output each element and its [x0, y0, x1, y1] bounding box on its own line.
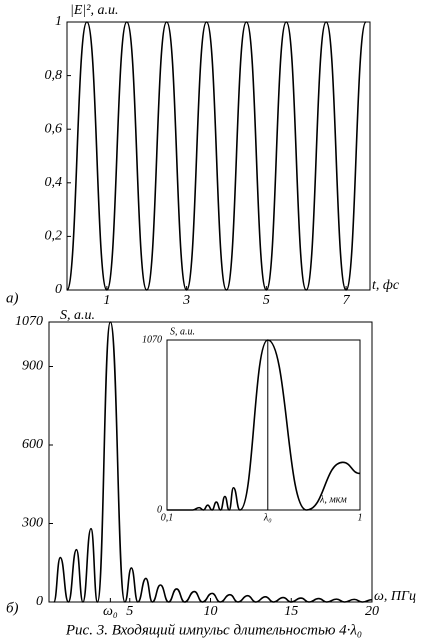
y-tick-label: 900: [22, 359, 43, 374]
x-tick-label: 7: [343, 293, 351, 308]
x-tick-label: 1: [358, 512, 363, 523]
y-tick-label: 0,2: [45, 229, 63, 244]
x-axis-label: t, фс: [372, 278, 400, 293]
caption: Рис. 3. Входящий импульс длительностью 4…: [65, 622, 362, 638]
y-tick-label: 0,4: [45, 175, 63, 190]
x-tick-label: 0,1: [161, 512, 174, 523]
x-tick-label: 5: [263, 293, 270, 308]
panel-label: а): [6, 290, 19, 306]
data-line: [53, 321, 373, 603]
y-axis-label: S, a.u.: [170, 326, 195, 337]
x-tick-label: 15: [284, 604, 298, 619]
y-tick-label: 0,6: [45, 121, 63, 136]
y-tick-label: 300: [21, 516, 43, 531]
plot-frame: [166, 339, 361, 511]
y-tick-label: 0: [55, 282, 62, 297]
y-tick-label: 0: [36, 594, 43, 609]
y-tick-label: 1070: [15, 314, 43, 329]
panel-label: б): [6, 600, 19, 616]
y-axis-label: |E|², a.u.: [70, 3, 118, 18]
x-tick-label: 20: [365, 604, 379, 619]
y-tick-label: 1: [55, 14, 62, 29]
x-tick-label: 3: [182, 293, 190, 308]
y-tick-label: 0,8: [45, 68, 63, 83]
x-tick-label: λ₀: [263, 512, 272, 523]
y-tick-label: 600: [22, 437, 43, 452]
x-tick-label: 1: [103, 293, 110, 308]
y-tick-label: 0: [157, 504, 162, 515]
x-tick-label: 10: [204, 604, 218, 619]
data-line: [167, 339, 361, 511]
y-axis-label: S, a.u.: [60, 308, 95, 323]
x-tick-label: 5: [126, 604, 133, 619]
data-line: [66, 21, 367, 291]
y-tick-label: 1070: [142, 334, 162, 345]
x-tick-label: ω₀: [103, 604, 118, 619]
x-axis-label: ω, ПГц: [374, 589, 416, 604]
x-axis-label: λ, мкм: [319, 494, 347, 505]
